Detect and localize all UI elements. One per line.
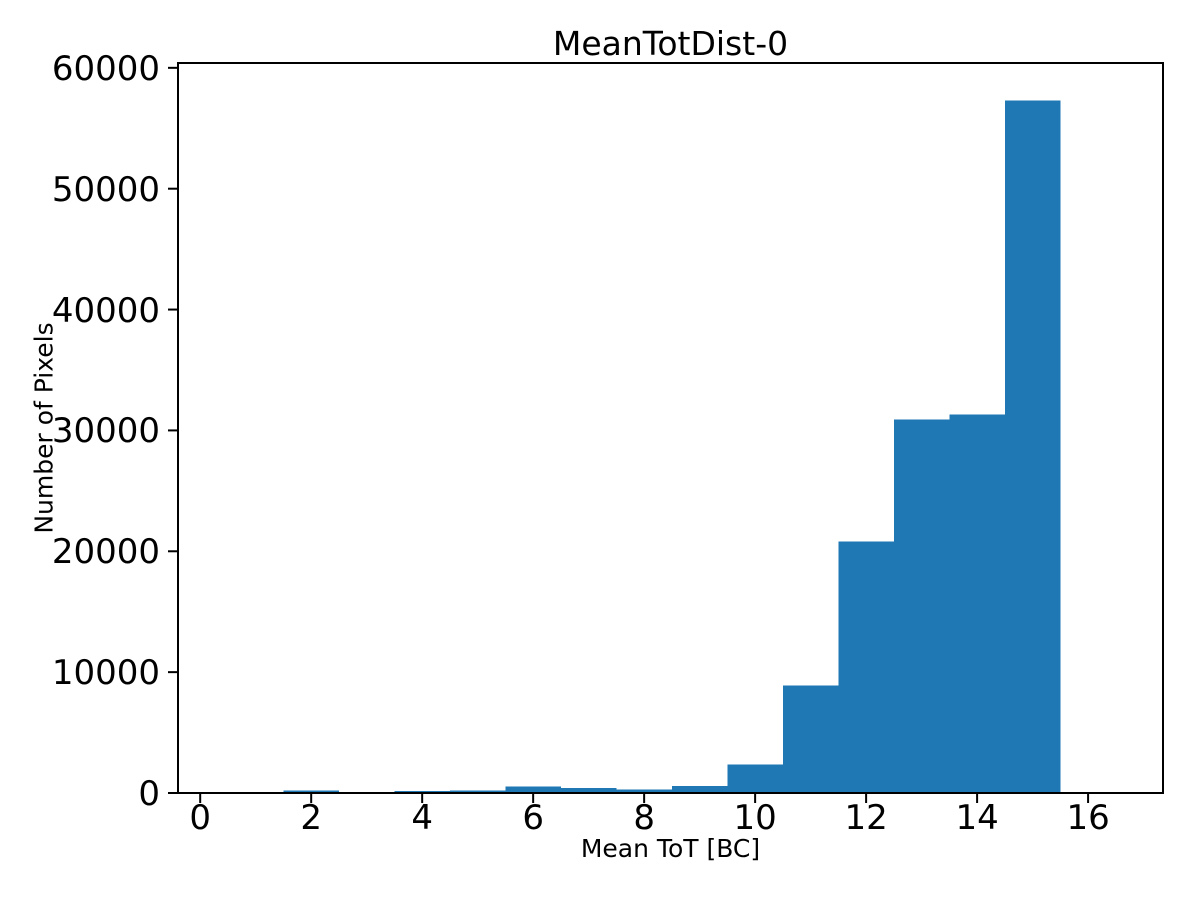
y-tick-label: 20000 <box>51 532 160 573</box>
histogram-bar <box>838 541 894 793</box>
y-tick-label: 40000 <box>51 290 160 331</box>
histogram-bar <box>782 685 839 793</box>
y-tick-label: 0 <box>138 774 160 814</box>
x-tick-label: 4 <box>411 798 433 838</box>
y-tick-label: 10000 <box>51 653 160 694</box>
x-tick-label: 6 <box>522 798 544 838</box>
y-tick-label: 50000 <box>51 169 160 210</box>
histogram-bar <box>671 785 728 793</box>
histogram-bar <box>893 419 950 793</box>
histogram-bar <box>449 790 506 793</box>
x-tick-label: 0 <box>189 798 211 838</box>
histogram-bar <box>560 787 617 793</box>
y-tick-label: 30000 <box>51 411 160 452</box>
x-tick-label: 16 <box>1066 798 1110 838</box>
x-tick-label: 10 <box>733 798 777 838</box>
chart-title: MeanTotDist-0 <box>552 24 789 63</box>
x-tick-label: 12 <box>844 798 888 838</box>
axes-spines <box>177 62 1164 794</box>
histogram-bar <box>283 790 339 793</box>
histogram-bar <box>949 414 1005 793</box>
x-tick-label: 2 <box>300 798 322 838</box>
histogram-bar <box>616 789 672 793</box>
y-tick-label: 60000 <box>51 48 160 89</box>
x-tick-label: 8 <box>633 798 655 838</box>
x-tick-label: 14 <box>955 798 999 838</box>
histogram-bar <box>727 764 783 793</box>
x-axis-label: Mean ToT [BC] <box>580 834 761 863</box>
histogram-bar <box>1004 100 1061 794</box>
histogram-bar <box>505 786 561 793</box>
